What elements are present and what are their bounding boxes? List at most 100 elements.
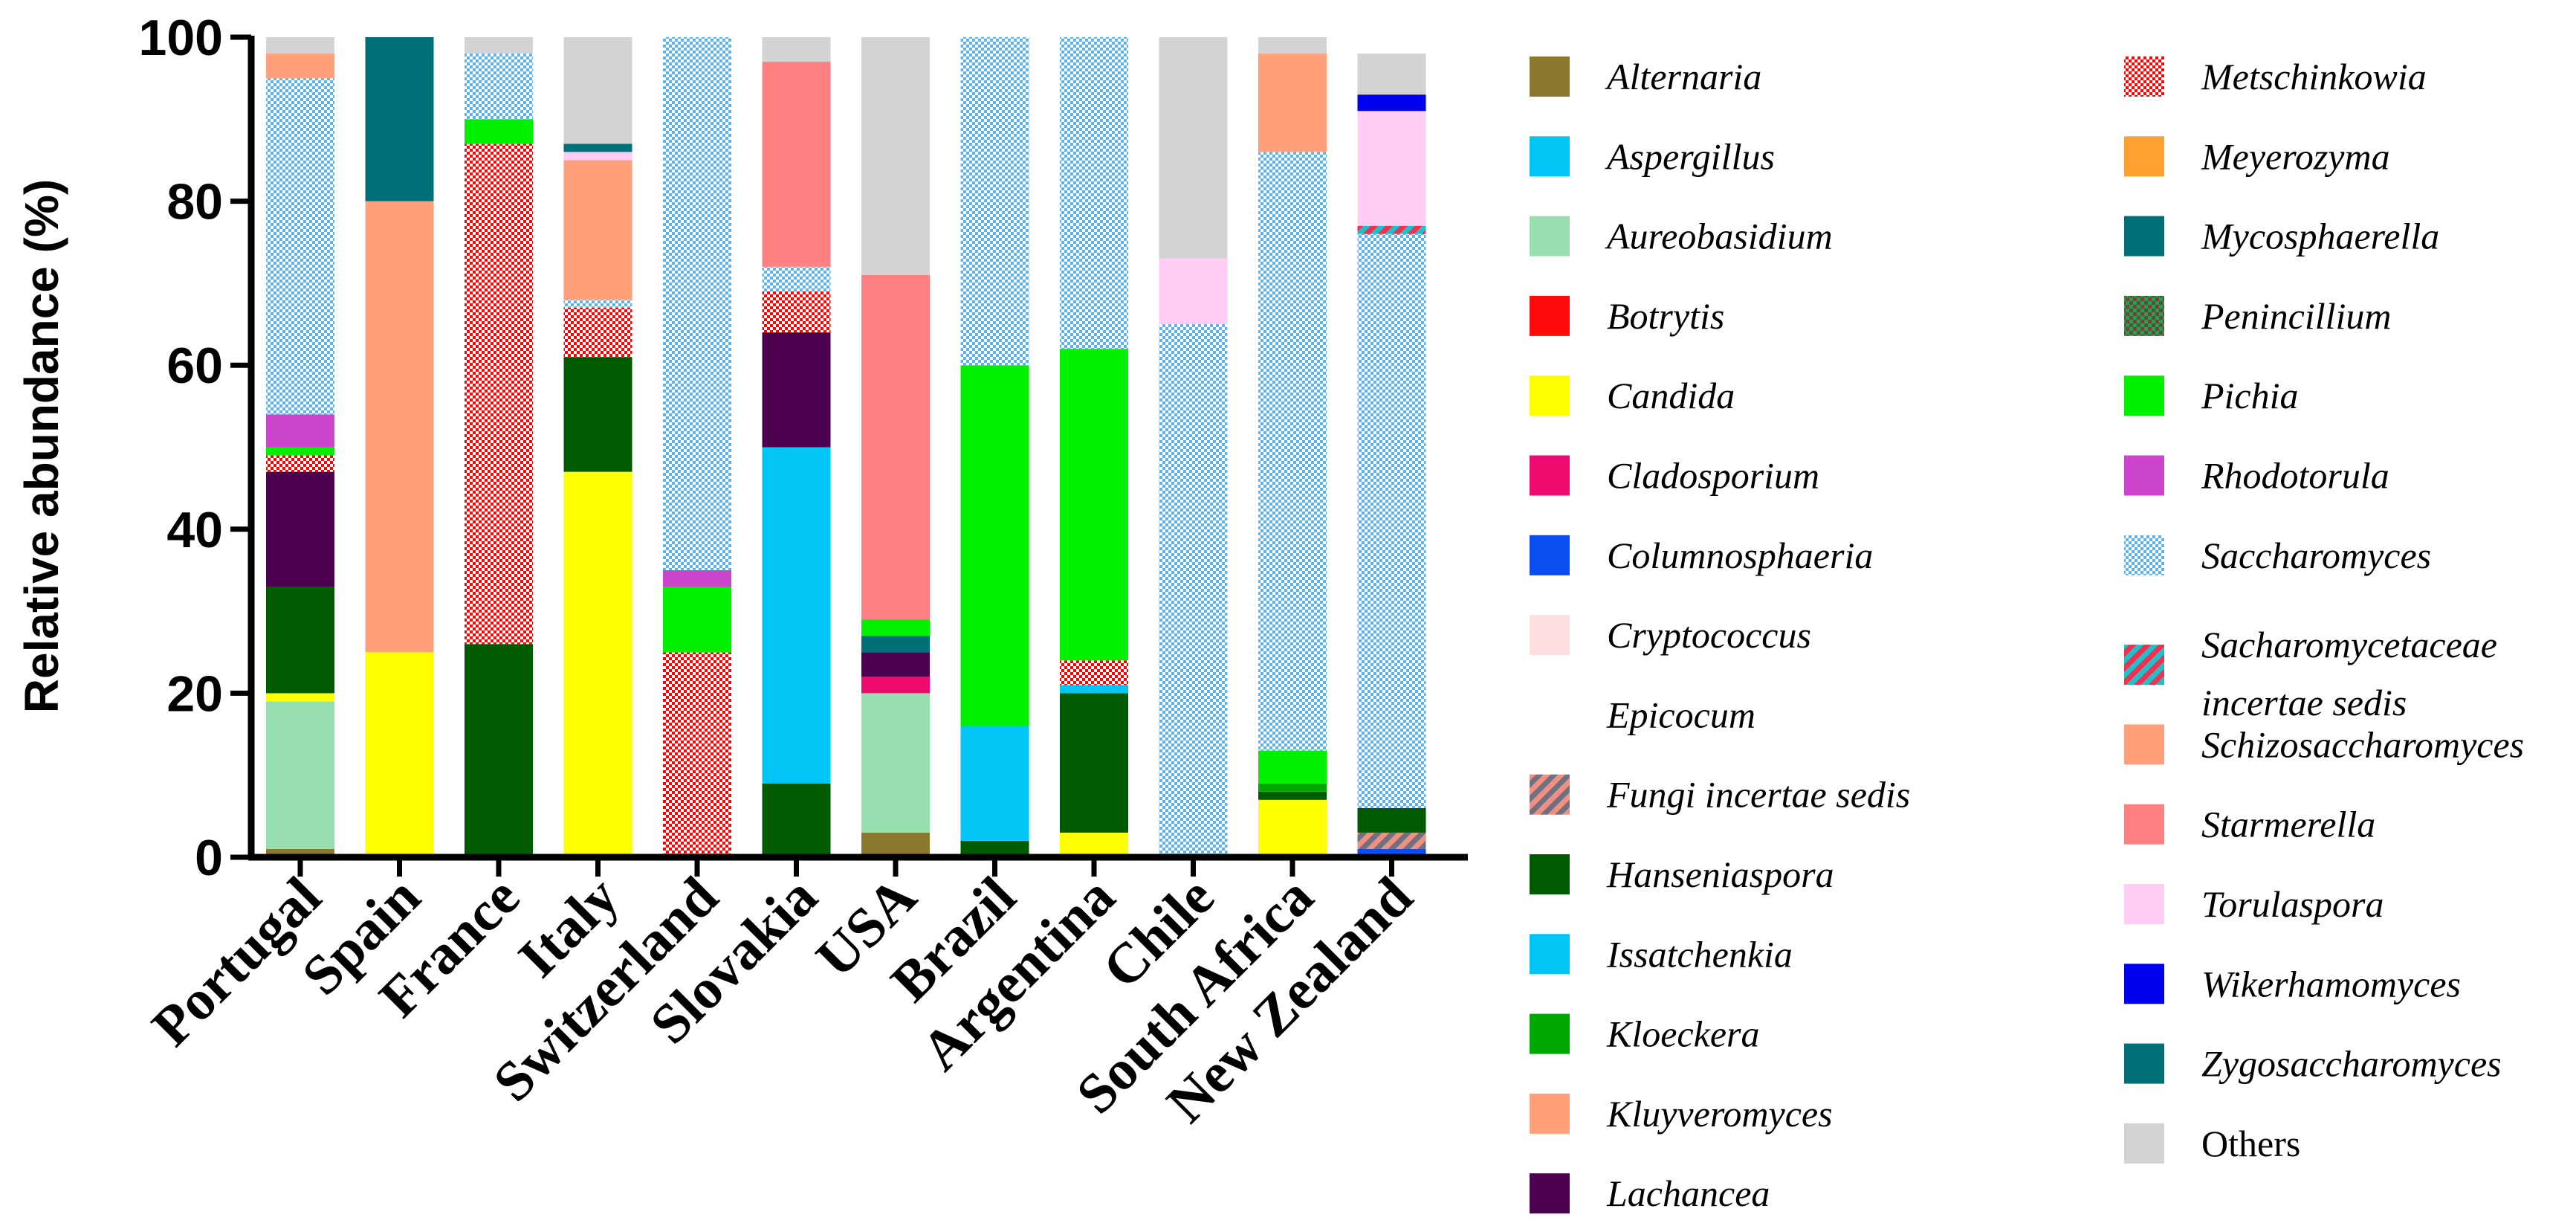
legend-swatch xyxy=(2124,804,2164,845)
bar-segment-kloeckera xyxy=(1258,783,1327,792)
bar-segment-starmerella xyxy=(762,62,831,267)
legend-item: Pichia xyxy=(2124,375,2299,416)
legend-swatch xyxy=(1530,136,1570,177)
legend-item: Cryptococcus xyxy=(1530,614,1811,656)
bar-segment-aureobasidium xyxy=(266,701,334,849)
bar-segment-fungi-incertae-sedis xyxy=(1357,832,1426,849)
legend-swatch xyxy=(1530,1173,1570,1214)
legend-swatch xyxy=(2124,57,2164,97)
legend-label: Others xyxy=(2201,1123,2300,1164)
bar-segment-hanseniaspora xyxy=(563,357,632,472)
legend-swatch xyxy=(1530,1093,1570,1134)
legend-swatch xyxy=(1530,375,1570,416)
bar-segment-lachancea xyxy=(266,471,334,587)
bar-segment-torulaspora xyxy=(563,152,632,161)
bar-segment-others xyxy=(266,37,334,54)
bar-segment-candida xyxy=(365,652,434,857)
legend-swatch xyxy=(1530,854,1570,894)
legend-item: Issatchenkia xyxy=(1530,933,1793,975)
legend-item: Mycosphaerella xyxy=(2124,216,2439,257)
legend-item: Wikerhamomyces xyxy=(2124,963,2461,1004)
bar-stack-brazil xyxy=(960,37,1029,857)
legend-swatch xyxy=(2124,216,2164,257)
legend-label: Lachancea xyxy=(1606,1172,1770,1214)
legend-label: Cladosporium xyxy=(1607,455,1819,497)
bar-segment-others xyxy=(465,37,533,54)
bar-segment-metschinkowia xyxy=(762,291,831,333)
bar-segment-zygosaccharomyces xyxy=(563,143,632,152)
bar-segment-issatchenkia xyxy=(1060,685,1128,694)
bar-segment-metschinkowia xyxy=(563,307,632,358)
y-tick-label: 40 xyxy=(166,502,223,558)
legend-label: Fungi incertae sedis xyxy=(1606,774,1910,816)
bar-segment-hanseniaspora xyxy=(1060,693,1128,833)
bar-segment-saccharomyces xyxy=(465,54,533,120)
bar-segment-candida xyxy=(266,693,334,702)
bar-segment-others xyxy=(762,37,831,62)
legend-item: Candida xyxy=(1530,375,1735,416)
bar-segment-saccharomyces xyxy=(563,299,632,308)
legend-item: Saccharomyces xyxy=(2124,535,2431,576)
legend-swatch xyxy=(1530,57,1570,97)
legend-swatch xyxy=(1530,216,1570,257)
legend-label: Hanseniaspora xyxy=(1606,854,1834,895)
bar-segment-columnosphaeria xyxy=(1357,848,1426,857)
bar-stack-portugal xyxy=(266,37,334,857)
bar-segment-saccharomyces xyxy=(266,78,334,415)
bar-segment-metschinkowia xyxy=(266,455,334,472)
legend-swatch xyxy=(1530,295,1570,336)
bar-segment-hanseniaspora xyxy=(960,840,1029,857)
bar-segment-pichia xyxy=(266,447,334,456)
legend-swatch xyxy=(2124,455,2164,496)
legend-label: Penincillium xyxy=(2201,295,2392,337)
bar-segment-saccharomyces xyxy=(663,37,731,570)
bar-segment-others xyxy=(861,37,930,275)
bar-segment-saccharomyces xyxy=(762,266,831,291)
legend-item: Meyerozyma xyxy=(2124,135,2390,177)
legend-swatch xyxy=(2124,1123,2164,1164)
y-tick-label: 80 xyxy=(166,174,223,230)
legend-item: Lachancea xyxy=(1530,1172,1770,1214)
bar-segment-others xyxy=(1258,37,1327,54)
legend-swatch xyxy=(1530,1013,1570,1054)
legend-label: Sacharomycetaceae xyxy=(2201,624,2497,665)
bar-stack-argentina xyxy=(1060,37,1128,857)
legend-swatch xyxy=(2124,375,2164,416)
bar-segment-starmerella xyxy=(861,274,930,620)
bar-segment-saccharomyces xyxy=(1258,152,1327,751)
bar-segment-torulaspora xyxy=(1159,258,1228,325)
legend-swatch xyxy=(2124,964,2164,1004)
bar-segment-saccharomyces xyxy=(960,37,1029,366)
legend-label: Candida xyxy=(1607,375,1735,416)
legend-item: Starmerella xyxy=(2124,804,2375,845)
axes-layer xyxy=(247,36,1468,861)
bar-segment-others xyxy=(1159,37,1228,259)
legend-label: Mycosphaerella xyxy=(2201,216,2439,257)
legend-swatch xyxy=(2124,724,2164,765)
bar-segment-pichia xyxy=(1060,349,1128,661)
y-tick-label: 100 xyxy=(139,10,223,66)
bar-segment-aureobasidium xyxy=(861,693,930,833)
bar-stack-south-africa xyxy=(1258,37,1327,857)
bar-segment-hanseniaspora xyxy=(762,783,831,857)
bar-segment-others xyxy=(563,37,632,144)
bar-segment-schizosaccharomyces xyxy=(266,54,334,79)
bar-segment-saccharomyces xyxy=(1060,37,1128,349)
bar-segment-others xyxy=(1357,54,1426,95)
legend-swatch xyxy=(2124,136,2164,177)
bar-segment-metschinkowia xyxy=(663,652,731,857)
legend-label: Issatchenkia xyxy=(1606,933,1793,975)
bar-segment-mycosphaerella xyxy=(861,636,930,653)
bar-segment-lachancea xyxy=(861,652,930,677)
legend-item: Kloeckera xyxy=(1530,1013,1759,1055)
legend-swatch xyxy=(2124,1043,2164,1084)
legend-item: Alternaria xyxy=(1530,56,1761,97)
bar-stack-chile xyxy=(1159,37,1228,857)
bar-segment-metschinkowia xyxy=(465,143,533,645)
bar-stack-slovakia xyxy=(762,37,831,857)
bar-segment-issatchenkia xyxy=(960,726,1029,841)
legend-label: Pichia xyxy=(2201,375,2299,416)
bar-segment-candida xyxy=(1258,799,1327,857)
legend-label: Starmerella xyxy=(2201,804,2375,845)
legend-item: Botrytis xyxy=(1530,295,1724,337)
